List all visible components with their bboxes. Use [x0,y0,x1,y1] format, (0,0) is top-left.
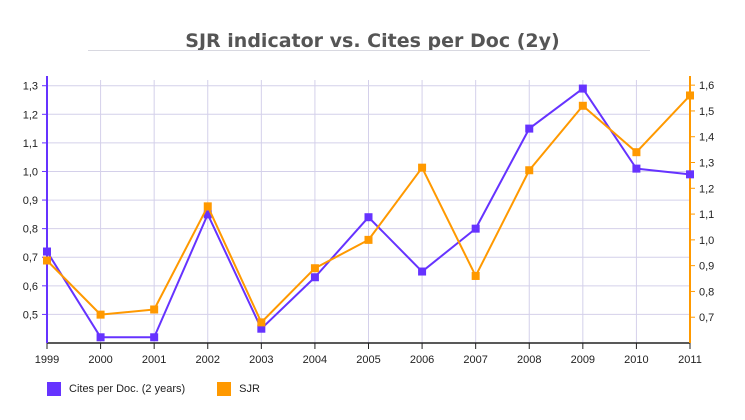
x-tick-label: 2001 [142,354,166,366]
data-point-sjr [471,271,480,280]
title-divider [88,50,650,51]
line-chart: 1999 2000 2001 2002 2003 2004 2005 2006 2007 2008… [23,76,714,366]
data-point-sjr [364,235,373,244]
legend-item-cites[interactable]: Cites per Doc. (2 years) [47,382,185,396]
x-tick-label: 2000 [88,354,112,366]
data-point-cites [43,247,51,256]
data-point-cites [578,84,587,93]
right-tick-label: 1,5 [699,106,714,118]
left-tick-label: 1,2 [23,109,38,121]
x-tick-label: 2006 [410,354,434,366]
right-tick-label: 0,7 [699,312,714,324]
x-tick-label: 2002 [196,354,220,366]
data-point-cites [310,273,319,282]
left-tick-label: 0,5 [23,309,38,321]
legend-swatch-cites [47,382,61,396]
data-point-sjr [257,318,266,327]
legend-swatch-sjr [217,382,232,396]
data-point-cites [150,333,159,342]
left-tick-label: 0,8 [23,224,38,236]
right-tick-label: 1,3 [699,158,714,170]
right-tick-label: 1,4 [699,132,714,144]
data-point-sjr [203,202,212,211]
legend-label-cites: Cites per Doc. (2 years) [69,383,186,395]
x-tick-label: 2011 [678,354,702,366]
data-point-cites [364,213,373,222]
data-point-sjr [578,101,587,110]
right-tick-label: 1,1 [699,209,714,221]
data-point-cites [257,324,266,333]
left-tick-label: 0,6 [23,281,38,293]
data-point-cites [96,333,105,342]
right-tick-label: 0,8 [699,286,714,298]
data-point-sjr [150,305,159,314]
x-tick-label: 2005 [356,354,380,366]
data-point-cites [203,210,212,219]
data-point-sjr [686,91,694,100]
data-point-cites [471,224,480,233]
right-tick-label: 1,6 [699,80,714,92]
x-tick-label: 2003 [249,354,273,366]
chart-title: SJR indicator vs. Cites per Doc (2y) [185,30,560,52]
data-point-cites [632,164,641,173]
x-tick-label: 2009 [571,354,595,366]
legend-item-sjr[interactable]: SJR [217,382,260,396]
x-tick-label: 1999 [35,354,59,366]
x-tick-label: 2007 [463,354,487,366]
right-tick-label: 0,9 [699,261,714,273]
data-point-sjr [632,148,641,157]
data-point-sjr [96,310,105,319]
left-tick-label: 1,3 [23,81,38,93]
x-tick-label: 2004 [303,354,327,366]
left-tick-label: 0,7 [23,252,38,264]
data-point-cites [686,170,694,179]
data-point-sjr [418,163,427,172]
left-tick-label: 0,9 [23,195,38,207]
data-point-cites [525,124,534,133]
right-tick-label: 1,2 [699,183,714,195]
x-tick-label: 2008 [517,354,541,366]
right-tick-label: 1,0 [699,235,714,247]
left-tick-label: 1,0 [23,166,38,178]
data-point-sjr [310,264,319,273]
data-point-sjr [43,256,51,265]
left-tick-label: 1,1 [23,138,38,150]
x-tick-label: 2010 [624,354,648,366]
data-point-sjr [525,166,534,175]
legend-label-sjr: SJR [239,383,260,395]
legend: Cites per Doc. (2 years) SJR [47,382,292,396]
data-point-cites [418,267,427,276]
